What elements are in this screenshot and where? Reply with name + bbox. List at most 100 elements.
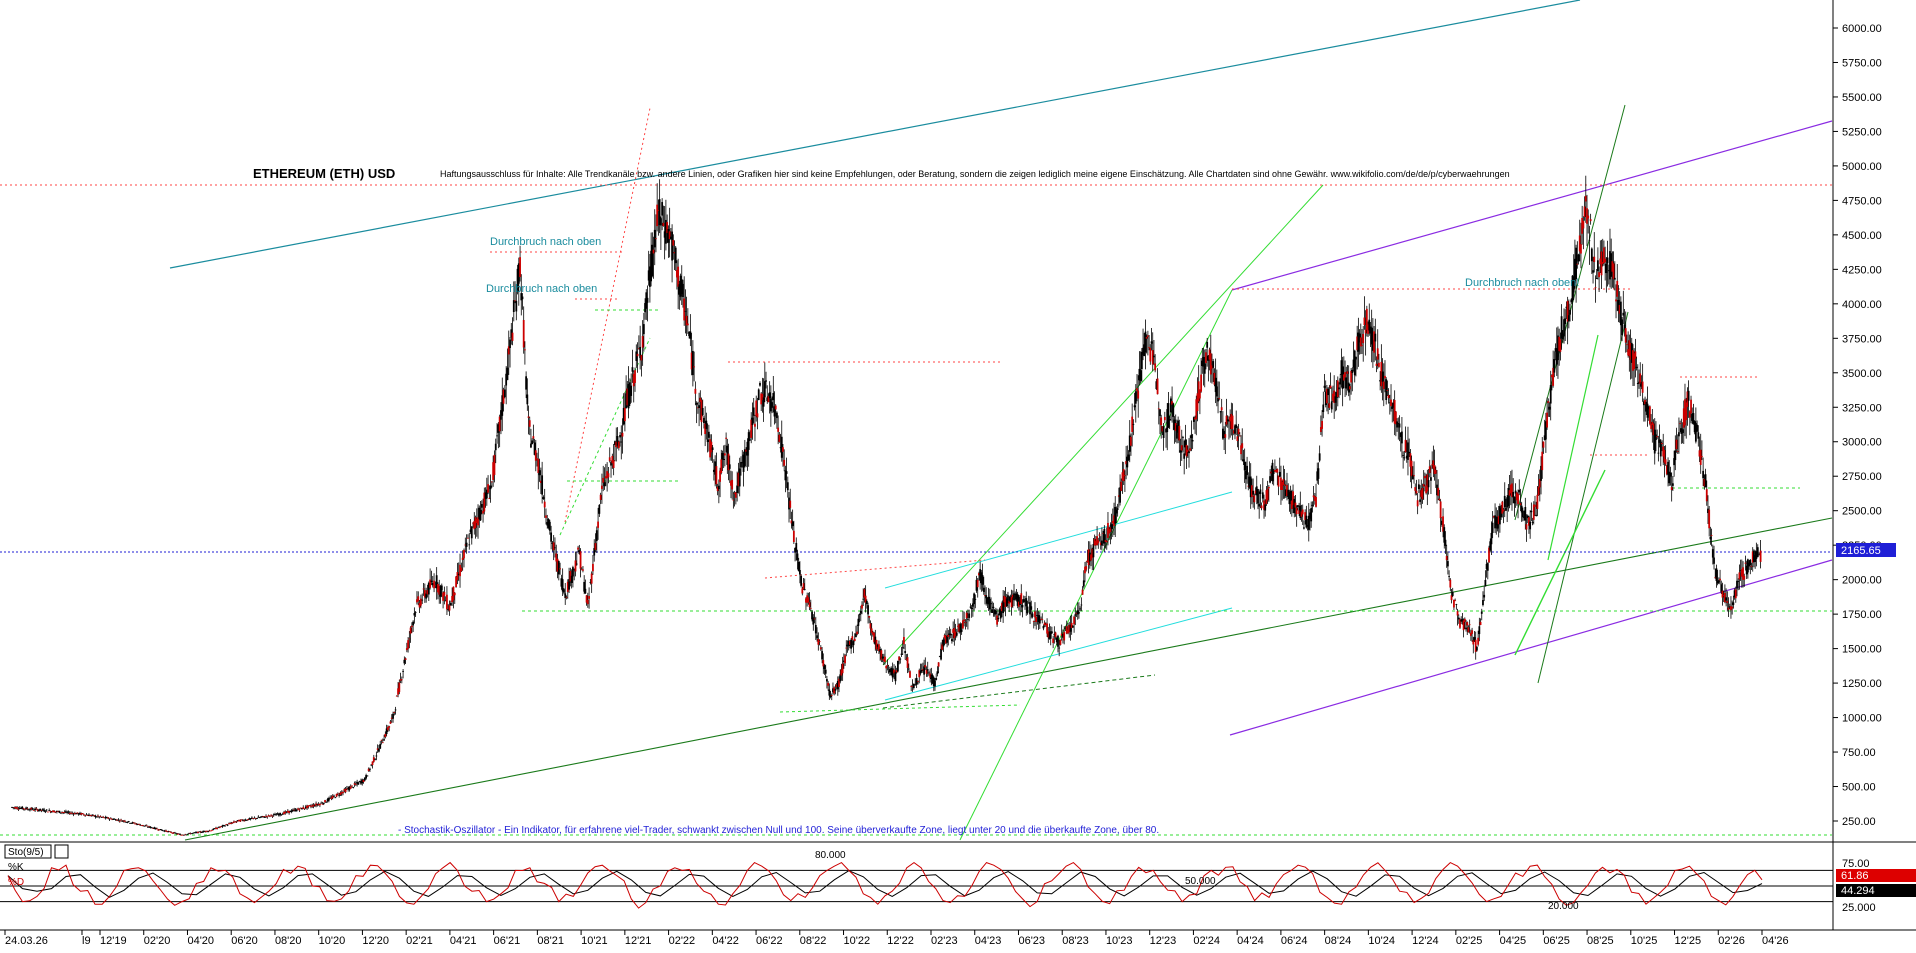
candle-body <box>1321 420 1323 429</box>
candle-body <box>1085 566 1088 570</box>
candle-body <box>115 819 117 821</box>
candle-body <box>500 410 502 420</box>
candle-body <box>901 647 904 649</box>
candle-body <box>248 818 251 820</box>
candle-body <box>1209 353 1212 375</box>
candle-body <box>1753 550 1755 563</box>
candle-body <box>455 576 457 588</box>
candle-body <box>985 595 988 599</box>
candle-body <box>109 818 112 819</box>
candle-body <box>768 392 771 399</box>
candle-body <box>1316 471 1319 481</box>
candle-body <box>1586 208 1588 224</box>
candle-body <box>1376 348 1379 360</box>
candle-body <box>806 595 809 603</box>
candle-body <box>409 627 412 634</box>
stoch-add-icon[interactable] <box>54 844 69 859</box>
candle-body <box>1024 600 1026 602</box>
candle-body <box>257 816 260 818</box>
candle-body <box>507 346 510 355</box>
candle-body <box>1057 635 1059 647</box>
candle-body <box>1519 503 1522 506</box>
candle-body <box>22 808 25 810</box>
candle-body <box>1424 475 1426 479</box>
candle-body <box>536 458 538 460</box>
candle-body <box>888 669 891 673</box>
candle-body <box>1179 450 1182 453</box>
candle-body <box>402 671 404 672</box>
y-tick-label: 3750.00 <box>1842 333 1882 345</box>
candle-body <box>1438 498 1441 501</box>
candle-body <box>1589 219 1592 222</box>
candle-body <box>498 416 501 432</box>
candle-body <box>1703 478 1706 487</box>
candle-body <box>1485 563 1488 570</box>
candle-body <box>1483 594 1486 598</box>
y-tick-label: 500.00 <box>1842 782 1876 794</box>
candle-body <box>1569 309 1571 315</box>
candle-body <box>773 406 776 417</box>
candle-body <box>1284 489 1287 497</box>
candle-body <box>376 748 379 750</box>
candle-body <box>200 832 203 833</box>
candle-body <box>828 689 831 696</box>
candle-body <box>1014 593 1017 595</box>
candle-body <box>1726 601 1729 603</box>
candle-body <box>1154 363 1157 371</box>
candle-body <box>746 441 749 456</box>
candle-body <box>1540 465 1542 481</box>
candle-body <box>1497 515 1500 525</box>
candle-body <box>875 639 878 650</box>
candle-body <box>1235 424 1238 429</box>
candle-body <box>1744 562 1747 564</box>
candle-body <box>1444 539 1447 546</box>
candle-body <box>464 544 467 546</box>
x-tick-label: 02'25 <box>1456 935 1483 947</box>
candle-body <box>1087 549 1090 566</box>
candle-body <box>1341 366 1344 389</box>
candle-body <box>1596 260 1599 272</box>
candle-body <box>1171 401 1173 405</box>
candle-body <box>1639 373 1642 384</box>
candle-body <box>356 782 359 784</box>
candle-body <box>1630 342 1633 363</box>
candle-body <box>174 832 176 834</box>
candle-body <box>899 658 902 660</box>
candle-body <box>1422 484 1425 487</box>
candle-body <box>1342 374 1345 381</box>
x-tick-label: 06'21 <box>494 935 521 947</box>
candle-body <box>509 339 511 349</box>
candle-body <box>1350 370 1353 383</box>
candle-body <box>1515 492 1518 501</box>
annotation-breakout-1: Durchbruch nach oben <box>490 236 601 248</box>
candle-body <box>1351 369 1354 374</box>
candle-body <box>1277 475 1280 487</box>
candle-body <box>1750 565 1753 567</box>
candle-body <box>286 810 289 813</box>
candle-body <box>1148 346 1150 348</box>
candle-body <box>651 244 654 276</box>
candle-body <box>1287 489 1290 497</box>
candle-body <box>489 485 492 490</box>
candle-body <box>434 585 437 587</box>
candle-body <box>683 298 686 321</box>
candle-body <box>17 808 20 810</box>
candle-body <box>1327 388 1330 396</box>
candle-body <box>152 828 155 829</box>
candle-body <box>1315 497 1317 507</box>
candle-body <box>1679 423 1682 424</box>
candle-body <box>620 441 623 443</box>
x-tick-label: 06'23 <box>1018 935 1045 947</box>
y-tick-label: 6000.00 <box>1842 23 1882 35</box>
candle-body <box>39 808 42 811</box>
candle-body <box>716 486 719 492</box>
candle-body <box>812 617 815 625</box>
candle-body <box>1113 515 1115 526</box>
candle-body <box>1502 509 1505 512</box>
candle-body <box>1409 453 1412 467</box>
stoch-readout-d: 44.294 <box>1841 885 1875 897</box>
candle-body <box>294 809 297 812</box>
price-series <box>11 175 1762 836</box>
candle-body <box>1101 540 1103 546</box>
candle-body <box>394 709 397 711</box>
